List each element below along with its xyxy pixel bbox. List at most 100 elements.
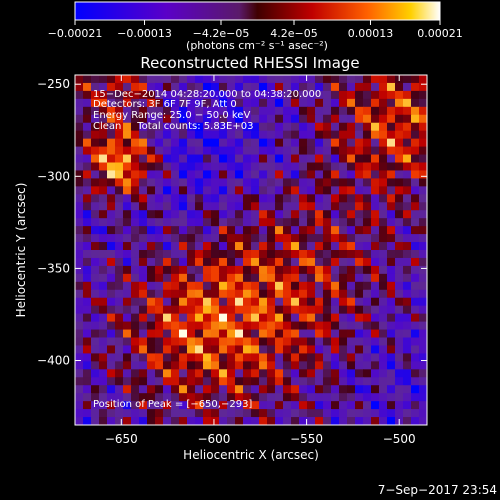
heatmap-cell <box>323 250 332 259</box>
heatmap-cell <box>411 218 420 227</box>
heatmap-cell <box>115 401 124 410</box>
heatmap-cell <box>275 377 284 386</box>
x-tick-label: −550 <box>290 432 323 446</box>
heatmap-cell <box>411 106 420 116</box>
heatmap-cell <box>243 361 252 370</box>
heatmap-cell <box>171 265 180 275</box>
heatmap-cell <box>115 130 124 140</box>
heatmap-cell <box>99 409 108 418</box>
heatmap-cell <box>139 242 148 251</box>
heatmap-cell <box>155 130 164 140</box>
heatmap-cell <box>91 170 100 179</box>
heatmap-cell <box>123 321 132 331</box>
x-tick-label: −600 <box>197 432 230 446</box>
heatmap-cell <box>243 242 252 251</box>
heatmap-cell <box>147 178 156 187</box>
heatmap-cell <box>275 393 284 402</box>
heatmap-cell <box>395 401 404 410</box>
heatmap-cell <box>347 186 356 195</box>
heatmap-cell <box>395 393 404 402</box>
heatmap-cell <box>91 345 100 354</box>
heatmap-cell <box>339 98 348 108</box>
heatmap-cell <box>347 162 356 172</box>
heatmap-cell <box>379 114 388 124</box>
heatmap-cell <box>99 106 108 116</box>
heatmap-cell <box>267 313 276 323</box>
heatmap-cell <box>419 393 427 402</box>
heatmap-cell <box>283 353 292 362</box>
heatmap-cell <box>315 297 324 307</box>
heatmap-cell <box>211 146 220 156</box>
heatmap-cell <box>179 130 188 140</box>
heatmap-cell <box>291 75 300 84</box>
heatmap-cell <box>211 82 220 92</box>
heatmap-cell <box>419 162 427 172</box>
heatmap-cell <box>187 361 196 370</box>
heatmap-cell <box>107 409 116 418</box>
heatmap-cell <box>411 385 420 394</box>
heatmap-cell <box>107 345 116 354</box>
heatmap-cell <box>171 186 180 195</box>
heatmap-cell <box>267 90 276 100</box>
heatmap-cell <box>75 321 84 331</box>
heatmap-cell <box>107 82 116 92</box>
heatmap-cell <box>171 106 180 116</box>
heatmap-cell <box>195 393 204 402</box>
heatmap-cell <box>331 106 340 116</box>
heatmap-cell <box>107 138 116 148</box>
heatmap-cell <box>363 250 372 259</box>
heatmap-cell <box>371 289 380 299</box>
heatmap-cell <box>363 289 372 299</box>
heatmap-cell <box>291 337 300 347</box>
heatmap-cell <box>203 417 212 425</box>
heatmap-cell <box>179 98 188 108</box>
heatmap-cell <box>315 273 324 283</box>
heatmap-cell <box>107 377 116 386</box>
heatmap-cell <box>411 75 420 84</box>
heatmap-cell <box>195 82 204 92</box>
heatmap-cell <box>163 170 172 179</box>
heatmap-cell <box>123 162 132 172</box>
heatmap-cell <box>275 417 284 425</box>
heatmap-cell <box>291 297 300 307</box>
heatmap-cell <box>347 297 356 307</box>
heatmap-cell <box>227 210 236 219</box>
heatmap-cell <box>323 345 332 354</box>
heatmap-cell <box>275 122 284 132</box>
heatmap-cell <box>355 106 364 116</box>
heatmap-cell <box>107 273 116 283</box>
heatmap-cell <box>395 122 404 132</box>
heatmap-cell <box>403 313 412 323</box>
heatmap-cell <box>219 154 228 164</box>
heatmap-cell <box>187 250 196 259</box>
heatmap-cell <box>171 138 180 148</box>
heatmap-cell <box>339 90 348 100</box>
heatmap-cell <box>315 393 324 402</box>
heatmap-cell <box>291 114 300 124</box>
heatmap-cell <box>115 114 124 124</box>
heatmap-cell <box>115 377 124 386</box>
heatmap-cell <box>291 154 300 164</box>
heatmap-cell <box>323 329 332 339</box>
heatmap-cell <box>387 257 396 267</box>
heatmap-cell <box>419 377 427 386</box>
heatmap-cell <box>75 186 84 195</box>
heatmap-cell <box>275 154 284 164</box>
heatmap-cell <box>387 337 396 347</box>
heatmap-cell <box>283 321 292 331</box>
heatmap-cell <box>83 329 92 339</box>
heatmap-cell <box>355 289 364 299</box>
heatmap-cell <box>227 226 236 235</box>
heatmap-cell <box>259 130 268 140</box>
heatmap-cell <box>155 122 164 132</box>
heatmap-cell <box>75 265 84 275</box>
heatmap-cell <box>315 98 324 108</box>
heatmap-cell <box>171 417 180 425</box>
heatmap-cell <box>107 130 116 140</box>
heatmap-cell <box>307 218 316 227</box>
heatmap-cell <box>243 186 252 195</box>
heatmap-cell <box>211 281 220 291</box>
heatmap-cell <box>131 138 140 148</box>
heatmap-cell <box>131 90 140 100</box>
heatmap-cell <box>243 154 252 164</box>
